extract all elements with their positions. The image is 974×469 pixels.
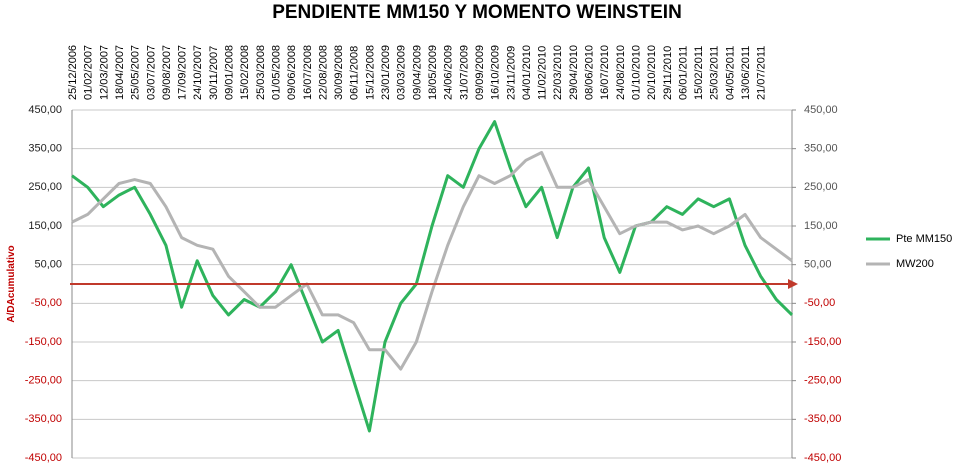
x-tick-label: 09/04/2009 [411, 45, 423, 100]
x-tick-label: 12/03/2007 [98, 45, 110, 100]
x-tick-label: 25/03/2011 [709, 46, 721, 100]
legend-label: Pte MM150 [896, 233, 952, 245]
y2-tick-label: -450,00 [804, 452, 841, 464]
y2-tick-label: 50,00 [804, 259, 832, 271]
x-tick-label: 25/03/2008 [255, 45, 267, 100]
x-tick-label: 01/02/2007 [83, 45, 95, 100]
x-tick-label: 09/09/2009 [474, 45, 486, 100]
series-line [71, 120, 794, 433]
x-tick-label: 16/07/2008 [302, 45, 314, 100]
x-tick-label: 06/01/2011 [677, 46, 689, 100]
y2-tick-label: -50,00 [804, 297, 835, 309]
y-tick-label: 450,00 [28, 104, 62, 116]
y-tick-label: 350,00 [28, 143, 62, 155]
x-tick-label: 09/08/2007 [161, 45, 173, 100]
y-tick-label: -450,00 [25, 452, 62, 464]
y-tick-label: -150,00 [25, 336, 62, 348]
x-tick-label: 06/11/2008 [349, 46, 361, 100]
y-tick-label: 50,00 [34, 259, 62, 271]
x-tick-label: 16/10/2009 [490, 45, 502, 100]
x-tick-label: 25/05/2007 [130, 45, 142, 100]
x-tick-label: 18/05/2009 [427, 45, 439, 100]
x-tick-label: 24/08/2010 [615, 45, 627, 100]
y2-tick-label: 450,00 [804, 104, 838, 116]
x-tick-label: 08/06/2010 [584, 45, 596, 100]
x-tick-label: 15/12/2008 [364, 45, 376, 100]
x-tick-label: 04/01/2010 [521, 45, 533, 100]
y-tick-label: -250,00 [25, 375, 62, 387]
x-tick-label: 31/07/2009 [458, 45, 470, 100]
x-tick-label: 30/11/2007 [208, 46, 220, 100]
x-tick-label: 03/03/2009 [396, 45, 408, 100]
y-tick-label: -350,00 [25, 413, 62, 425]
y-tick-label: -50,00 [31, 297, 62, 309]
series-line [71, 151, 793, 371]
x-tick-label: 03/07/2007 [145, 45, 157, 100]
x-tick-label: 22/08/2008 [317, 45, 329, 100]
x-tick-label: 16/07/2010 [599, 45, 611, 100]
x-tick-label: 18/04/2007 [114, 45, 126, 100]
x-tick-label: 11/02/2010 [537, 46, 549, 100]
y2-tick-label: 150,00 [804, 220, 838, 232]
x-tick-label: 25/12/2006 [67, 45, 79, 100]
y-tick-label: 150,00 [28, 220, 62, 232]
x-tick-label: 22/03/2010 [552, 45, 564, 100]
x-tick-label: 20/10/2010 [646, 45, 658, 100]
legend-label: MW200 [896, 258, 934, 270]
x-tick-label: 01/10/2010 [630, 45, 642, 100]
x-tick-label: 17/09/2007 [177, 45, 189, 100]
y2-tick-label: -150,00 [804, 336, 841, 348]
x-tick-label: 24/10/2007 [192, 45, 204, 100]
x-tick-label: 04/05/2011 [724, 46, 736, 100]
x-tick-label: 01/05/2008 [270, 45, 282, 100]
y2-tick-label: -350,00 [804, 413, 841, 425]
x-tick-label: 29/04/2010 [568, 45, 580, 100]
x-tick-label: 23/01/2009 [380, 45, 392, 100]
y2-tick-label: -250,00 [804, 375, 841, 387]
x-tick-label: 29/11/2010 [662, 46, 674, 100]
y2-tick-label: 250,00 [804, 181, 838, 193]
y-axis-label: A/DAcumulativo [6, 245, 17, 322]
x-tick-label: 21/07/2011 [756, 46, 768, 100]
x-tick-label: 15/02/2011 [693, 46, 705, 100]
x-tick-label: 15/02/2008 [239, 45, 251, 100]
x-tick-label: 30/09/2008 [333, 45, 345, 100]
x-tick-label: 24/06/2009 [443, 45, 455, 100]
x-tick-label: 09/06/2008 [286, 45, 298, 100]
chart-title: PENDIENTE MM150 Y MOMENTO WEINSTEIN [272, 2, 682, 23]
y-tick-label: 250,00 [28, 181, 62, 193]
x-tick-label: 23/11/2009 [505, 46, 517, 100]
x-tick-label: 09/01/2008 [224, 45, 236, 100]
x-tick-label: 13/06/2011 [740, 46, 752, 100]
y2-tick-label: 350,00 [804, 143, 838, 155]
